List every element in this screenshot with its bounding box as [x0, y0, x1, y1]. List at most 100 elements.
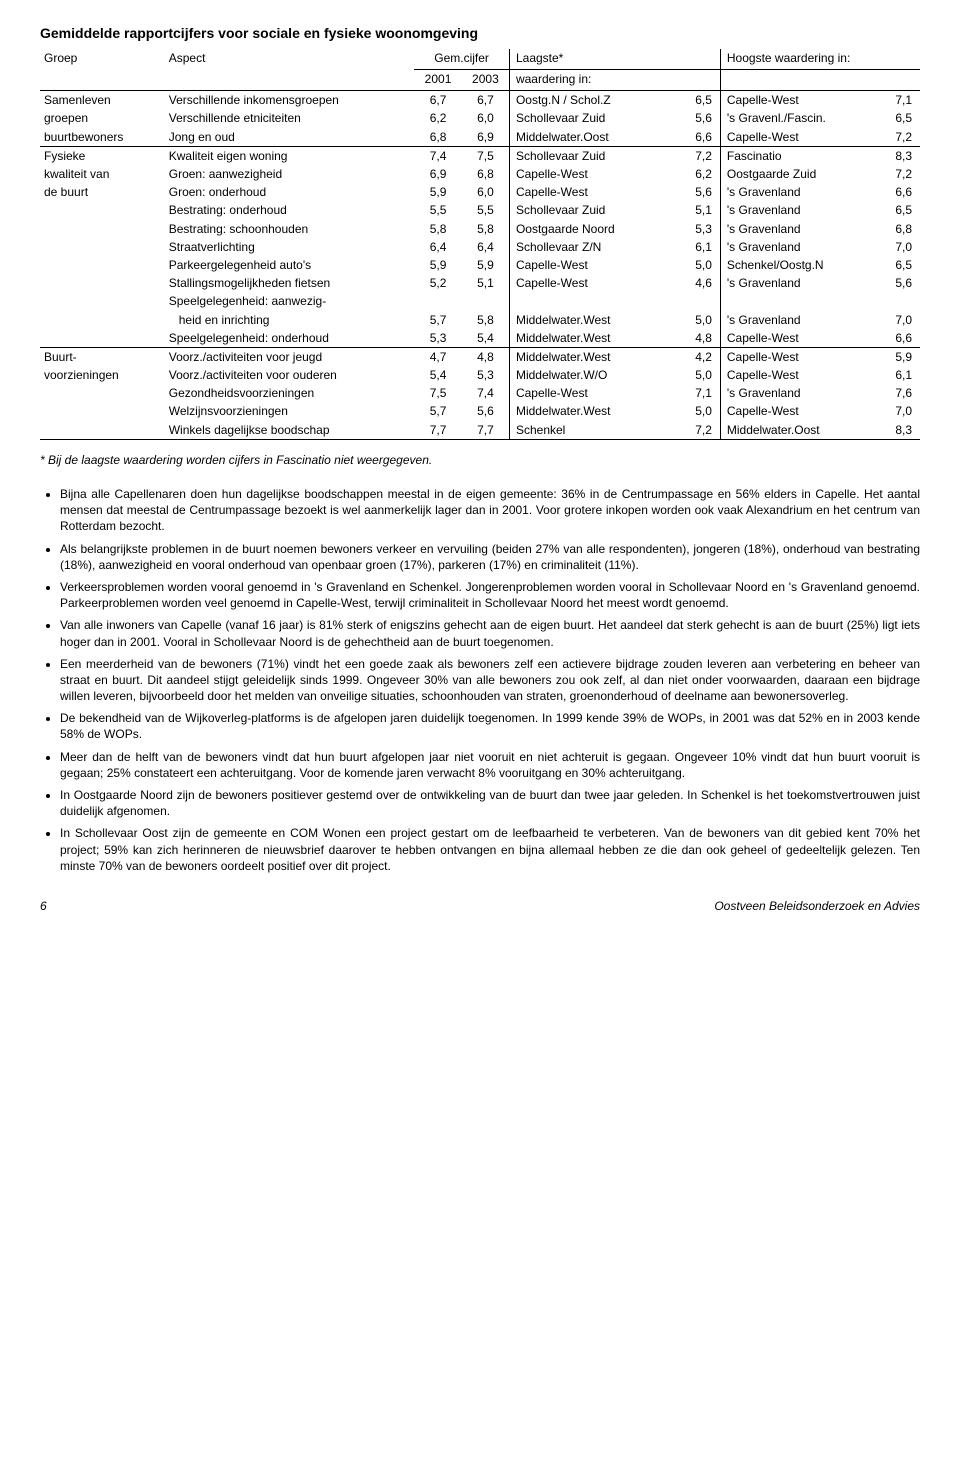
- cell-lowest-val: 5,0: [680, 311, 721, 329]
- cell-aspect: Stallingsmogelijkheden fietsen: [165, 274, 414, 292]
- data-table: Groep Aspect Gem.cijfer Laagste* Hoogste…: [40, 49, 920, 440]
- hdr-aspect: Aspect: [165, 49, 414, 91]
- cell-highest-place: 's Gravenland: [720, 274, 879, 292]
- cell-aspect: Straatverlichting: [165, 238, 414, 256]
- cell-group: [40, 384, 165, 402]
- cell-highest-val: 7,0: [879, 311, 920, 329]
- cell-lowest-val: 7,2: [680, 421, 721, 439]
- cell-highest-val: 6,1: [879, 366, 920, 384]
- cell-lowest-val: 6,2: [680, 165, 721, 183]
- cell-2001: 5,2: [414, 274, 462, 292]
- cell-group: buurtbewoners: [40, 128, 165, 146]
- table-row: Stallingsmogelijkheden fietsen5,25,1Cape…: [40, 274, 920, 292]
- cell-lowest-val: 4,6: [680, 274, 721, 292]
- bullet-item: In Oostgaarde Noord zijn de bewoners pos…: [60, 787, 920, 819]
- table-row: Speelgelegenheid: onderhoud5,35,4Middelw…: [40, 329, 920, 347]
- bullet-item: De bekendheid van de Wijkoverleg-platfor…: [60, 710, 920, 742]
- table-row: FysiekeKwaliteit eigen woning7,47,5Schol…: [40, 146, 920, 165]
- cell-highest-val: 7,2: [879, 128, 920, 146]
- page-title: Gemiddelde rapportcijfers voor sociale e…: [40, 24, 920, 43]
- cell-highest-val: 5,9: [879, 347, 920, 366]
- bullet-item: Verkeersproblemen worden vooral genoemd …: [60, 579, 920, 611]
- cell-group: [40, 329, 165, 347]
- hdr-laagste-top: Laagste*: [509, 49, 720, 70]
- cell-lowest-place: Schollevaar Zuid: [509, 201, 679, 219]
- cell-highest-val: 6,5: [879, 109, 920, 127]
- cell-lowest-val: 5,1: [680, 201, 721, 219]
- bullet-item: In Schollevaar Oost zijn de gemeente en …: [60, 825, 920, 874]
- cell-2001: 6,8: [414, 128, 462, 146]
- cell-2003: 7,7: [462, 421, 510, 439]
- cell-lowest-val: 6,6: [680, 128, 721, 146]
- cell-highest-place: Capelle-West: [720, 329, 879, 347]
- hdr-2003: 2003: [462, 70, 510, 91]
- cell-highest-val: 7,0: [879, 238, 920, 256]
- cell-2003: 6,0: [462, 109, 510, 127]
- cell-2003: 5,6: [462, 402, 510, 420]
- cell-2003: 6,9: [462, 128, 510, 146]
- cell-highest-val: 7,0: [879, 402, 920, 420]
- cell-aspect: Gezondheidsvoorzieningen: [165, 384, 414, 402]
- cell-aspect: Groen: aanwezigheid: [165, 165, 414, 183]
- hdr-hoogste: Hoogste waardering in:: [720, 49, 920, 70]
- cell-lowest-val: 4,2: [680, 347, 721, 366]
- cell-2001: 5,5: [414, 201, 462, 219]
- cell-group: Buurt-: [40, 347, 165, 366]
- footer-page-number: 6: [40, 898, 47, 914]
- cell-aspect: Bestrating: onderhoud: [165, 201, 414, 219]
- table-row: de buurtGroen: onderhoud5,96,0Capelle-We…: [40, 183, 920, 201]
- cell-2001: 7,7: [414, 421, 462, 439]
- cell-highest-place: 's Gravenland: [720, 384, 879, 402]
- cell-aspect: heid en inrichting: [165, 311, 414, 329]
- cell-2003: 5,8: [462, 220, 510, 238]
- cell-lowest-val: 7,2: [680, 146, 721, 165]
- cell-2001: 5,8: [414, 220, 462, 238]
- cell-lowest-val: 7,1: [680, 384, 721, 402]
- cell-aspect: Voorz./activiteiten voor ouderen: [165, 366, 414, 384]
- cell-aspect: Welzijnsvoorzieningen: [165, 402, 414, 420]
- footnote: * Bij de laagste waardering worden cijfe…: [40, 452, 920, 468]
- table-header-row-1: Groep Aspect Gem.cijfer Laagste* Hoogste…: [40, 49, 920, 70]
- cell-highest-val: 7,2: [879, 165, 920, 183]
- cell-highest-place: 's Gravenland: [720, 183, 879, 201]
- table-row: Gezondheidsvoorzieningen7,57,4Capelle-We…: [40, 384, 920, 402]
- cell-lowest-place: Middelwater.West: [509, 311, 679, 329]
- cell-2003: 7,4: [462, 384, 510, 402]
- cell-2001: 5,9: [414, 183, 462, 201]
- bullet-item: Meer dan de helft van de bewoners vindt …: [60, 749, 920, 781]
- bullet-item: Van alle inwoners van Capelle (vanaf 16 …: [60, 617, 920, 649]
- cell-lowest-place: Middelwater.West: [509, 329, 679, 347]
- bullet-item: Als belangrijkste problemen in de buurt …: [60, 541, 920, 573]
- cell-lowest-val: [680, 292, 721, 310]
- cell-lowest-place: Capelle-West: [509, 183, 679, 201]
- cell-aspect: Kwaliteit eigen woning: [165, 146, 414, 165]
- cell-aspect: Winkels dagelijkse boodschap: [165, 421, 414, 439]
- cell-group: Samenleven: [40, 91, 165, 110]
- cell-group: groepen: [40, 109, 165, 127]
- cell-lowest-place: Middelwater.Oost: [509, 128, 679, 146]
- cell-2003: 5,4: [462, 329, 510, 347]
- cell-lowest-val: 5,3: [680, 220, 721, 238]
- cell-lowest-place: Schollevaar Z/N: [509, 238, 679, 256]
- cell-lowest-val: 5,6: [680, 109, 721, 127]
- cell-highest-place: Oostgaarde Zuid: [720, 165, 879, 183]
- cell-lowest-place: Schollevaar Zuid: [509, 146, 679, 165]
- cell-lowest-val: 5,0: [680, 366, 721, 384]
- cell-highest-place: [720, 292, 879, 310]
- cell-group: [40, 292, 165, 310]
- cell-highest-place: Capelle-West: [720, 366, 879, 384]
- cell-aspect: Groen: onderhoud: [165, 183, 414, 201]
- cell-lowest-place: Oostgaarde Noord: [509, 220, 679, 238]
- cell-aspect: Verschillende inkomensgroepen: [165, 91, 414, 110]
- cell-lowest-place: Oostg.N / Schol.Z: [509, 91, 679, 110]
- cell-group: voorzieningen: [40, 366, 165, 384]
- cell-group: [40, 256, 165, 274]
- cell-2003: 4,8: [462, 347, 510, 366]
- cell-2001: 7,5: [414, 384, 462, 402]
- cell-2001: 6,2: [414, 109, 462, 127]
- table-row: groepenVerschillende etniciteiten6,26,0S…: [40, 109, 920, 127]
- cell-highest-place: 's Gravenland: [720, 201, 879, 219]
- table-row: Winkels dagelijkse boodschap7,77,7Schenk…: [40, 421, 920, 439]
- cell-group: [40, 421, 165, 439]
- cell-2003: 5,5: [462, 201, 510, 219]
